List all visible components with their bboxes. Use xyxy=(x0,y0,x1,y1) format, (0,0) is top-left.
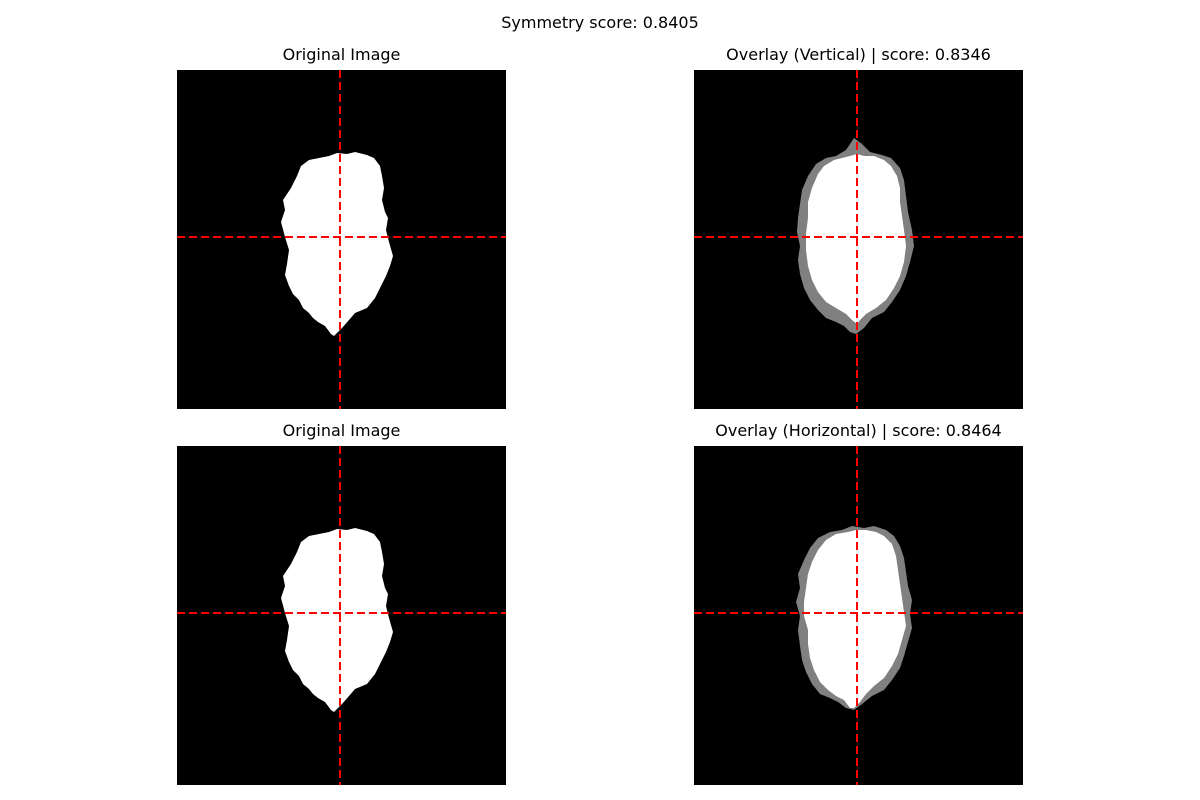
lesion-mask-image xyxy=(177,70,506,409)
figure-suptitle: Symmetry score: 0.8405 xyxy=(501,13,699,32)
overlap-region xyxy=(804,530,906,708)
panel-title: Original Image xyxy=(282,45,401,64)
lesion-mask xyxy=(281,528,393,712)
overlay-vertical-image xyxy=(694,70,1023,409)
image-canvas xyxy=(694,70,1023,409)
lesion-mask xyxy=(281,152,393,336)
panel-title: Overlay (Vertical) | score: 0.8346 xyxy=(726,45,991,64)
lesion-mask-image xyxy=(177,446,506,785)
image-canvas xyxy=(694,446,1023,785)
panel-title: Original Image xyxy=(282,421,401,440)
panel-title: Overlay (Horizontal) | score: 0.8464 xyxy=(715,421,1002,440)
overlay-horizontal-image xyxy=(694,446,1023,785)
image-canvas xyxy=(177,446,506,785)
image-canvas xyxy=(177,70,506,409)
